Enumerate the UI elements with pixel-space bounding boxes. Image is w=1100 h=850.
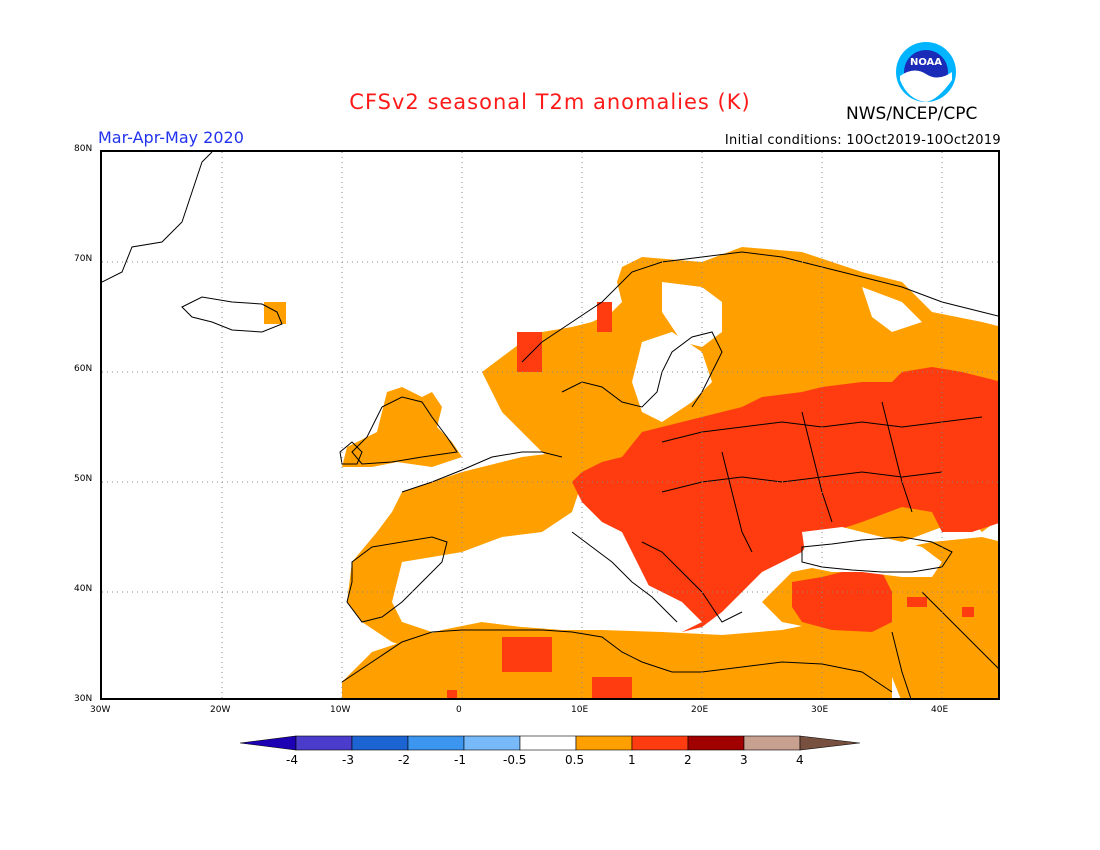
lat-tick-40n: 40N	[74, 584, 93, 594]
lon-tick-30w: 30W	[90, 705, 111, 715]
legend-label-2: 2	[684, 753, 692, 767]
lon-tick-20w: 20W	[210, 705, 231, 715]
lat-tick-80n: 80N	[74, 144, 93, 154]
graticule	[102, 152, 998, 698]
legend-label-4: 4	[796, 753, 804, 767]
legend-label-3: 3	[740, 753, 748, 767]
neutral-region	[422, 282, 942, 632]
lon-tick-30e: 30E	[811, 705, 829, 715]
agency-label: NWS/NCEP/CPC	[846, 104, 978, 124]
lat-tick-70n: 70N	[74, 254, 93, 264]
lon-tick-0: 0	[456, 705, 462, 715]
legend-swatch-below-4	[240, 735, 297, 751]
noaa-logo: NOAA	[896, 42, 956, 102]
legend-label-neg3: -3	[342, 753, 354, 767]
color-legend	[240, 735, 860, 751]
legend-swatch-05-1	[575, 735, 633, 751]
legend-swatch-3-4	[743, 735, 801, 751]
noaa-logo-text: NOAA	[910, 57, 942, 68]
lon-tick-10w: 10W	[330, 705, 351, 715]
legend-label-neg1: -1	[454, 753, 466, 767]
lat-tick-30n: 30N	[74, 694, 93, 704]
map-canvas	[102, 152, 998, 698]
lat-tick-50n: 50N	[74, 474, 93, 484]
anomaly-1-2-region	[447, 302, 998, 698]
legend-label-neg05: -0.5	[503, 753, 527, 767]
legend-label-05: 0.5	[565, 753, 585, 767]
lon-tick-10e: 10E	[571, 705, 589, 715]
lon-tick-40e: 40E	[931, 705, 949, 715]
lat-tick-60n: 60N	[74, 364, 93, 374]
legend-swatch-neutral	[519, 735, 577, 751]
legend-swatch-1-2	[631, 735, 689, 751]
legend-swatch-4-3	[295, 735, 353, 751]
legend-swatch-3-2	[351, 735, 409, 751]
legend-label-neg2: -2	[398, 753, 410, 767]
legend-label-neg4: -4	[286, 753, 298, 767]
legend-swatch-above-4	[799, 735, 860, 751]
legend-swatch-2-3	[687, 735, 745, 751]
lon-tick-20e: 20E	[691, 705, 709, 715]
legend-swatch-1-05	[463, 735, 521, 751]
forecast-period: Mar-Apr-May 2020	[98, 128, 244, 147]
legend-swatch-2-1	[407, 735, 465, 751]
coastlines	[102, 152, 998, 698]
initial-conditions: Initial conditions: 10Oct2019-10Oct2019	[724, 133, 1001, 148]
legend-label-1: 1	[628, 753, 636, 767]
anomaly-map	[100, 150, 1000, 700]
chart-title: CFSv2 seasonal T2m anomalies (K)	[349, 90, 751, 114]
